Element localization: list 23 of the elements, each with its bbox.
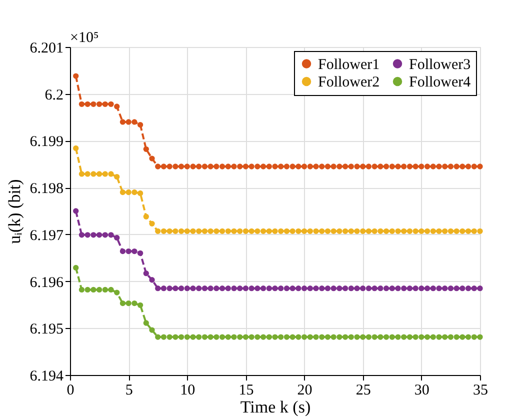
y-tick-label: 6.2 bbox=[44, 87, 64, 104]
y-tick-label: 6.199 bbox=[30, 134, 64, 150]
text: ×10⁵ bbox=[70, 30, 99, 46]
y-tick-label: 6.198 bbox=[30, 181, 64, 198]
legend-label: Follower2 bbox=[318, 74, 380, 90]
legend-label: Follower4 bbox=[409, 74, 472, 90]
x-tick-label: 0 bbox=[66, 382, 74, 398]
x-tick-label: 20 bbox=[297, 382, 312, 398]
y-tick-label: 6.194 bbox=[30, 368, 64, 384]
x-axis-title: Time k (s) bbox=[240, 398, 311, 416]
legend-label: Follower3 bbox=[409, 56, 471, 73]
x-tick-label: 35 bbox=[473, 382, 488, 398]
y-tick-label: 6.196 bbox=[30, 274, 64, 291]
legend-label: Follower1 bbox=[318, 56, 380, 73]
y-axis-title: uᵢ(k) (bit) bbox=[4, 179, 24, 244]
x-tick-label: 10 bbox=[180, 382, 196, 398]
x-tick-label: 5 bbox=[125, 382, 133, 398]
y-tick-label: 6.197 bbox=[30, 228, 64, 244]
x-tick-label: 30 bbox=[414, 382, 430, 398]
x-tick-label: 25 bbox=[356, 382, 371, 398]
y-tick-label: 6.195 bbox=[30, 322, 64, 338]
y-tick-label: 6.201 bbox=[30, 40, 64, 56]
x-tick-label: 15 bbox=[238, 382, 254, 398]
